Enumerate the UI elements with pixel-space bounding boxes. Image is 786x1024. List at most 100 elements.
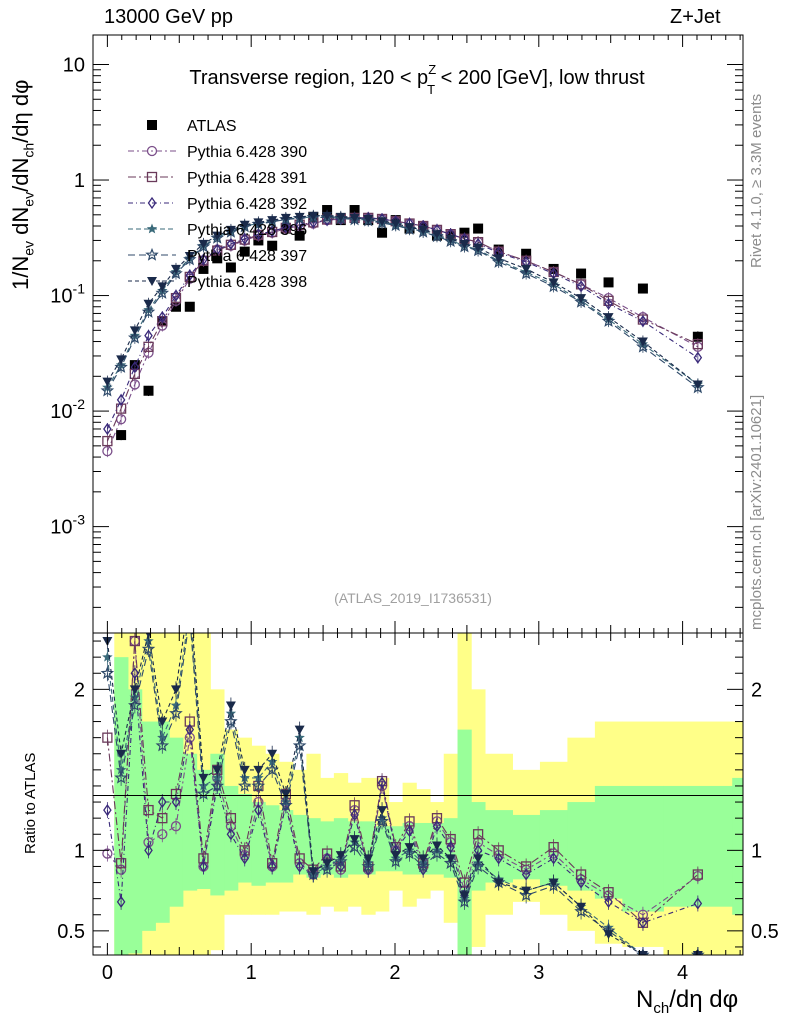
- ratio-point: [432, 820, 442, 833]
- ratio-y-tick-label-right: 1: [751, 840, 762, 862]
- data-point: [143, 385, 154, 396]
- ratio-point: [155, 738, 170, 752]
- legend-label: Pythia 6.428 392: [187, 196, 307, 213]
- data-point: [308, 211, 319, 221]
- ratio-band-green: [114, 657, 129, 955]
- data-point: [212, 243, 222, 256]
- data-point: [239, 220, 250, 230]
- ratio-point: [103, 803, 112, 817]
- ratio-point: [129, 685, 140, 695]
- data-point: [155, 285, 170, 299]
- data-point: [212, 231, 223, 241]
- data-point: [254, 228, 263, 241]
- data-point: [576, 294, 587, 304]
- data-point: [295, 218, 304, 231]
- x-tick-label: 3: [533, 962, 544, 984]
- ratio-point: [157, 813, 168, 824]
- ratio-band-green: [732, 777, 743, 915]
- legend-entry: Pythia 6.428 398: [128, 274, 307, 291]
- ratio-point: [265, 762, 279, 776]
- data-point: [171, 289, 181, 302]
- series-line: [106, 216, 699, 391]
- ratio-point: [418, 854, 429, 864]
- ratio-series-layer: [100, 589, 705, 955]
- title-subscript: T: [427, 82, 435, 97]
- ratio-point: [114, 770, 128, 784]
- ratio-point: [416, 859, 430, 873]
- data-point: [267, 240, 278, 251]
- ratio-point: [375, 814, 389, 828]
- main-series-layer: [100, 205, 705, 458]
- ratio-point: [431, 841, 442, 851]
- data-point: [184, 301, 195, 312]
- mcplots-source-label: mcplots.cern.ch [arXiv:2401.10621]: [748, 394, 765, 630]
- ratio-point: [239, 765, 250, 775]
- data-point: [390, 219, 401, 229]
- ratio-point: [267, 749, 278, 759]
- rivet-version-label: Rivet 4.1.0, ≥ 3.3M events: [748, 93, 765, 268]
- data-point: [253, 218, 264, 228]
- data-point: [158, 311, 167, 324]
- legend-entry: Pythia 6.428 391: [128, 170, 307, 187]
- analysis-watermark: (ATLAS_2019_I1736531): [334, 590, 492, 606]
- data-point: [144, 329, 153, 342]
- data-point: [130, 361, 140, 374]
- legend-marker: [146, 171, 158, 183]
- ratio-band-green: [278, 810, 294, 883]
- legend-label: ATLAS: [187, 118, 237, 135]
- data-point: [129, 379, 140, 390]
- y-tick-label: 10-1: [50, 281, 85, 308]
- legend-label: Pythia 6.428 390: [187, 144, 307, 161]
- data-point: [102, 435, 113, 447]
- ratio-point: [322, 859, 333, 869]
- ratio-point: [157, 717, 168, 727]
- data-point: [521, 264, 532, 274]
- ratio-frame: [92, 632, 744, 956]
- ratio-point: [240, 852, 250, 865]
- legend-marker: [147, 196, 157, 210]
- ratio-point: [430, 846, 444, 860]
- ratio-band-green: [457, 729, 472, 955]
- axes-frame: 0 1 2 3 4 10-3 10-2 10-1 1 10 0.5 0.5 1 1 2 2: [50, 34, 779, 984]
- data-point: [493, 254, 504, 264]
- ratio-point: [225, 701, 236, 711]
- data-point: [603, 313, 614, 323]
- legend-entry: ATLAS: [147, 118, 237, 135]
- data-point: [322, 211, 333, 221]
- data-point: [377, 227, 388, 238]
- data-point: [127, 330, 142, 344]
- ratio-point: [493, 878, 504, 888]
- ratio-point: [404, 843, 415, 853]
- ratio-point: [253, 765, 264, 775]
- data-point: [418, 225, 429, 235]
- ratio-point: [171, 795, 181, 809]
- ratio-y-tick-label: 1: [74, 840, 85, 862]
- data-point: [548, 278, 559, 288]
- data-point: [143, 341, 154, 352]
- data-point: [603, 277, 614, 288]
- title-text-rest: < 200 [GeV], low thrust: [435, 67, 645, 89]
- ratio-band-green: [141, 721, 156, 931]
- ratio-point: [459, 891, 470, 901]
- legend-label: Pythia 6.428 398: [187, 274, 307, 291]
- ratio-point: [129, 635, 140, 647]
- ratio-band-green: [375, 826, 390, 872]
- x-tick-label: 4: [677, 962, 688, 984]
- ratio-point: [144, 844, 153, 857]
- title-superscript: Z: [428, 62, 436, 77]
- ratio-series-pythia-6-428-398: [102, 589, 703, 955]
- ratio-band-green: [663, 785, 733, 907]
- data-point: [459, 239, 470, 249]
- data-point: [267, 216, 278, 226]
- y-axis-label-ratio: Ratio to ATLAS: [22, 752, 39, 854]
- ratio-point: [185, 589, 195, 598]
- data-point: [601, 314, 616, 327]
- ratio-point: [402, 846, 417, 860]
- ratio-band-green: [237, 794, 252, 883]
- data-point: [692, 331, 703, 342]
- y-tick-label: 10-3: [50, 512, 85, 539]
- ratio-point: [692, 951, 703, 955]
- data-point: [102, 377, 113, 387]
- ratio-point: [363, 854, 374, 864]
